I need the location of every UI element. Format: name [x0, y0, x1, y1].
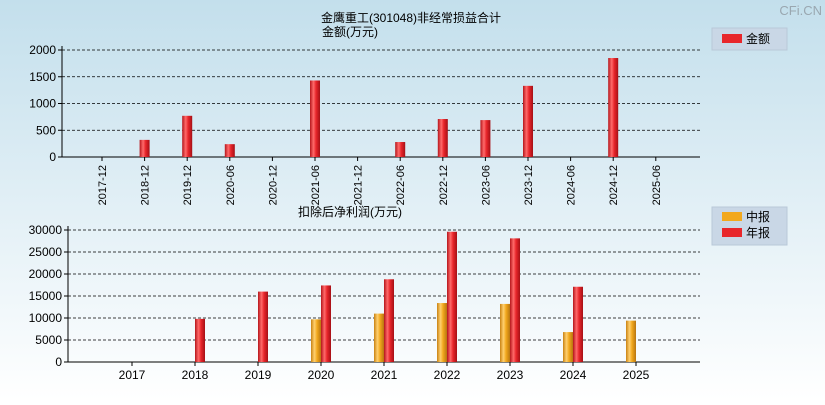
y-tick-label: 20000	[29, 267, 63, 281]
x-tick-label: 2024	[560, 368, 587, 382]
bar-年报	[384, 279, 394, 362]
y-tick-label: 10000	[29, 311, 63, 325]
bar-金额	[480, 120, 491, 157]
bar-金额	[437, 119, 448, 157]
bar-中报	[500, 303, 510, 362]
bar-中报	[374, 313, 384, 362]
y-tick-label: 15000	[29, 289, 63, 303]
x-tick-label: 2019	[245, 368, 272, 382]
legend-swatch-amount	[722, 34, 742, 43]
bar-中报	[437, 303, 447, 362]
bar-金额	[224, 144, 235, 157]
bar-金额	[182, 115, 193, 157]
y-tick-label: 25000	[29, 245, 63, 259]
x-tick-label: 2023-12	[523, 165, 535, 205]
y-tick-label: 1500	[29, 70, 56, 84]
x-tick-label: 2020-12	[267, 165, 279, 205]
y-tick-label: 1000	[29, 97, 56, 111]
bar-金额	[310, 80, 320, 157]
top-chart-ylabel: 金额(万元)	[322, 24, 378, 39]
x-tick-label: 2021-06	[310, 165, 322, 205]
x-tick-label: 2024-06	[566, 165, 578, 205]
legend-swatch-annual	[722, 228, 742, 237]
y-tick-label: 500	[36, 123, 56, 137]
bar-中报	[563, 332, 573, 362]
bottom-legend: 中报 年报	[711, 206, 788, 246]
x-tick-label: 2020-06	[225, 165, 237, 205]
x-tick-label: 2021	[371, 368, 398, 382]
bar-金额	[139, 139, 150, 157]
y-tick-label: 30000	[29, 223, 63, 237]
x-tick-label: 2019-12	[182, 165, 194, 205]
bar-年报	[573, 286, 583, 362]
bar-年报	[258, 291, 268, 362]
legend-label-annual: 年报	[746, 225, 770, 240]
legend-label-interim: 中报	[746, 209, 770, 224]
bottom-chart-title: 扣除后净利润(万元)	[298, 204, 402, 219]
bar-中报	[311, 319, 321, 362]
bar-年报	[195, 318, 205, 362]
y-tick-label: 0	[55, 355, 62, 369]
y-tick-label: 5000	[35, 333, 62, 347]
x-tick-label: 2022-12	[438, 165, 450, 205]
x-tick-label: 2022	[434, 368, 461, 382]
y-tick-label: 2000	[29, 43, 56, 57]
x-tick-label: 2021-12	[353, 165, 365, 205]
bar-金额	[395, 142, 406, 157]
legend-label-amount: 金额	[746, 31, 770, 46]
bar-金额	[608, 58, 619, 157]
x-tick-label: 2023	[497, 368, 524, 382]
x-tick-label: 2018-12	[140, 165, 152, 205]
top-legend: 金额	[711, 27, 788, 51]
x-tick-label: 2023-06	[480, 165, 492, 205]
x-tick-label: 2022-06	[395, 165, 407, 205]
y-tick-label: 0	[49, 150, 56, 164]
x-tick-label: 2025-06	[651, 165, 663, 205]
bar-年报	[321, 285, 331, 362]
top-plot-area: 0 500 1000 1500 2000 2017-12 2018-12 2019-12 202…	[29, 43, 700, 205]
bar-金额	[523, 85, 533, 157]
bar-年报	[510, 238, 520, 362]
top-chart-title: 金鹰重工(301048)非经常损益合计	[321, 10, 501, 25]
x-tick-label: 2024-12	[608, 165, 620, 205]
legend-swatch-interim	[722, 212, 742, 221]
x-tick-label: 2025	[623, 368, 650, 382]
x-tick-label: 2017	[119, 368, 146, 382]
watermark: CFi.CN	[779, 3, 822, 18]
bar-年报	[447, 231, 457, 362]
x-tick-label: 2020	[308, 368, 335, 382]
x-tick-label: 2017-12	[97, 165, 109, 205]
x-tick-label: 2018	[182, 368, 209, 382]
bar-中报	[626, 320, 636, 362]
bottom-plot-area: 0 5000 10000 15000 20000 25000 30000 2017 2018 20…	[29, 223, 700, 382]
